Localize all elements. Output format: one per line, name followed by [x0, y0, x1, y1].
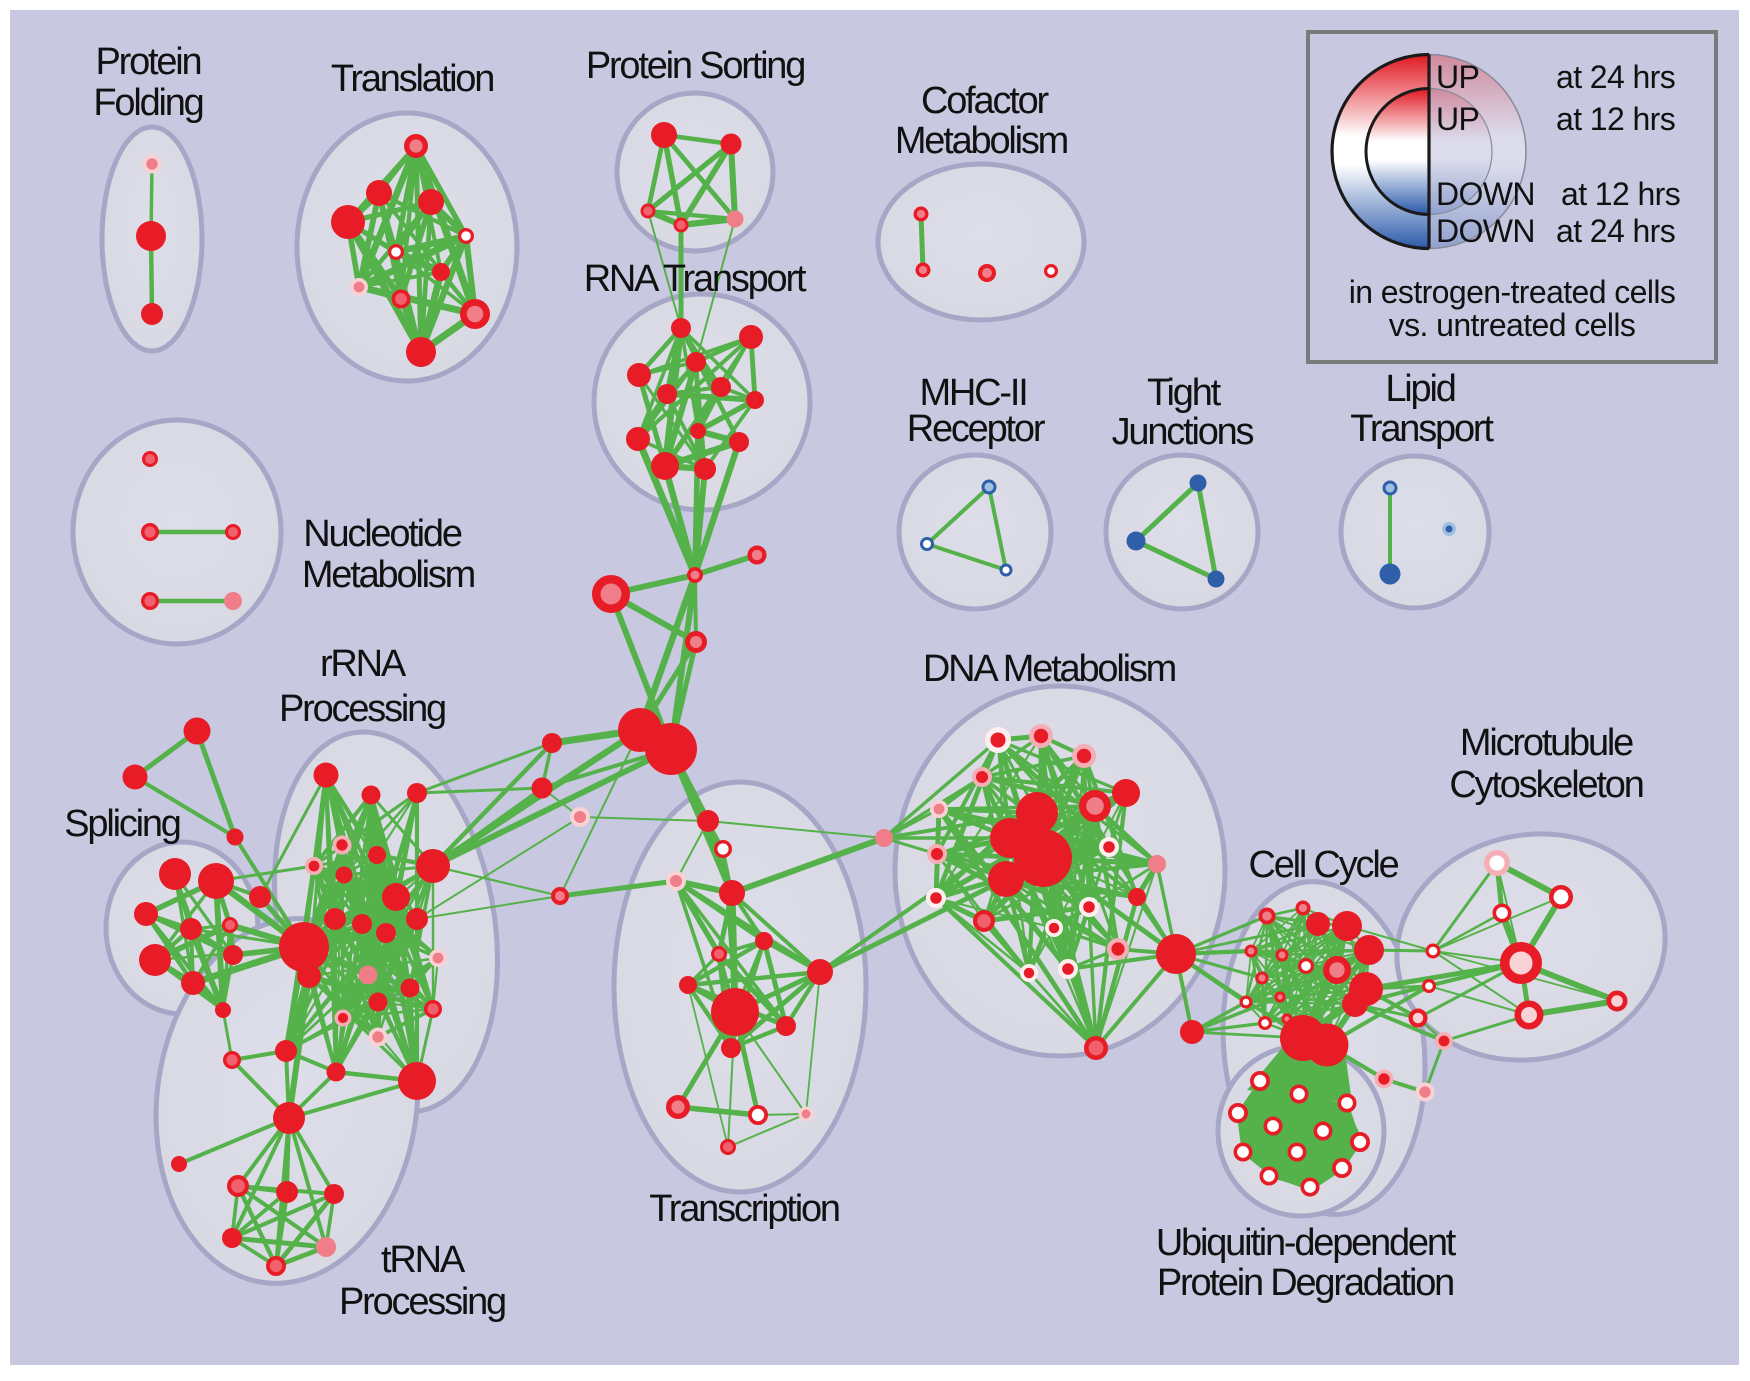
svg-text:Microtubule: Microtubule: [1460, 722, 1633, 764]
svg-text:Cell Cycle: Cell Cycle: [1248, 844, 1398, 886]
svg-text:DNA Metabolism: DNA Metabolism: [923, 648, 1176, 690]
svg-text:DOWN: DOWN: [1436, 213, 1535, 249]
svg-text:Cofactor: Cofactor: [921, 80, 1050, 122]
svg-text:MHC-II: MHC-II: [919, 372, 1026, 414]
svg-text:DOWN: DOWN: [1436, 176, 1535, 212]
svg-text:UP: UP: [1436, 101, 1479, 137]
svg-text:Protein Sorting: Protein Sorting: [586, 45, 804, 87]
svg-text:Folding: Folding: [93, 82, 202, 124]
svg-text:Nucleotide: Nucleotide: [303, 513, 462, 555]
svg-text:at 24 hrs: at 24 hrs: [1556, 213, 1675, 249]
svg-text:in estrogen-treated cells: in estrogen-treated cells: [1349, 274, 1676, 310]
svg-text:Transport: Transport: [1350, 408, 1494, 450]
svg-text:at 12 hrs: at 12 hrs: [1561, 176, 1680, 212]
svg-text:Metabolism: Metabolism: [895, 120, 1068, 162]
svg-text:Ubiquitin-dependent: Ubiquitin-dependent: [1156, 1222, 1457, 1264]
svg-text:UP: UP: [1436, 59, 1479, 95]
svg-text:Lipid: Lipid: [1385, 368, 1454, 410]
svg-text:Translation: Translation: [331, 58, 493, 100]
svg-text:Tight: Tight: [1147, 372, 1222, 414]
svg-text:rRNA: rRNA: [320, 643, 407, 685]
svg-text:Protein: Protein: [95, 41, 200, 83]
svg-text:Processing: Processing: [339, 1281, 505, 1323]
svg-text:tRNA: tRNA: [381, 1239, 466, 1281]
svg-text:at 12 hrs: at 12 hrs: [1556, 101, 1675, 137]
svg-text:Protein Degradation: Protein Degradation: [1157, 1262, 1453, 1304]
svg-text:Cytoskeleton: Cytoskeleton: [1449, 764, 1642, 806]
svg-text:RNA Transport: RNA Transport: [584, 258, 807, 300]
svg-text:vs. untreated cells: vs. untreated cells: [1389, 307, 1636, 343]
svg-text:Splicing: Splicing: [64, 803, 180, 845]
svg-text:Receptor: Receptor: [907, 408, 1046, 450]
svg-text:Processing: Processing: [279, 688, 445, 730]
svg-text:Transcription: Transcription: [649, 1188, 839, 1230]
svg-text:Junctions: Junctions: [1112, 411, 1254, 453]
svg-text:at 24 hrs: at 24 hrs: [1556, 59, 1675, 95]
svg-text:Metabolism: Metabolism: [302, 554, 475, 596]
